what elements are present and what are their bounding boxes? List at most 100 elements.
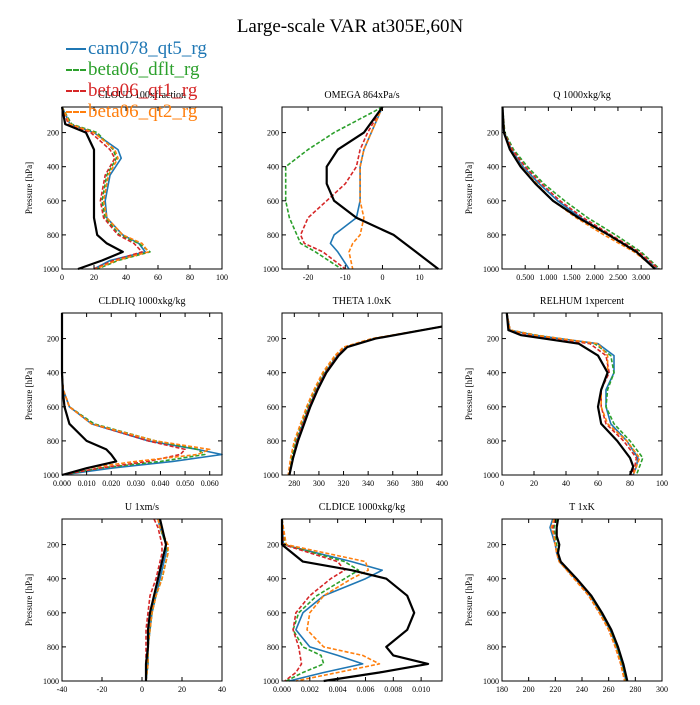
series-line (61, 106, 151, 270)
plot-frame (61, 312, 223, 476)
x-tick-label: 300 (656, 685, 668, 694)
y-tick-label: 400 (487, 575, 499, 584)
x-tick-label: 100 (216, 273, 228, 282)
y-tick-label: 600 (487, 197, 499, 206)
series-line (506, 312, 641, 476)
x-tick-label: 220 (549, 685, 561, 694)
y-tick-label: 400 (267, 163, 279, 172)
panel-title: T 1xK (569, 502, 595, 513)
y-tick-label: 800 (47, 643, 59, 652)
y-tick-label: 800 (487, 643, 499, 652)
series-line (501, 106, 657, 270)
series-line (61, 313, 186, 476)
x-tick-label: 20 (530, 479, 538, 488)
x-tick-label: -20 (97, 685, 108, 694)
series-line (501, 106, 660, 270)
series-line (553, 518, 627, 682)
panel-title: RELHUM 1xpercent (540, 296, 624, 307)
panel-title: CLDICE 1000xkg/kg (319, 502, 405, 513)
x-tick-label: 340 (362, 479, 374, 488)
y-axis-label: Pressure [hPa] (24, 368, 34, 420)
y-tick-label: 800 (487, 437, 499, 446)
y-tick-label: 600 (267, 197, 279, 206)
y-tick-label: 800 (267, 231, 279, 240)
legend-item: beta06_qt1_rg (66, 80, 207, 101)
series-line-ref (288, 325, 443, 476)
legend-label: beta06_qt2_rg (88, 101, 198, 122)
series-line (551, 518, 626, 682)
y-tick-label: 1000 (263, 471, 279, 480)
series-line (501, 106, 661, 270)
x-tick-label: 0.008 (384, 685, 402, 694)
x-tick-label: 320 (338, 479, 350, 488)
y-tick-label: 200 (487, 129, 499, 138)
x-tick-label: 10 (416, 273, 424, 282)
y-tick-label: 400 (487, 369, 499, 378)
legend-label: beta06_qt1_rg (88, 80, 198, 101)
series-line (145, 518, 163, 681)
y-axis-label: Pressure [hPa] (464, 162, 474, 214)
panel-title: Q 1000xkg/kg (553, 90, 611, 101)
x-tick-label: -10 (340, 273, 351, 282)
x-tick-label: 0 (500, 479, 504, 488)
x-tick-label: 0.060 (201, 479, 219, 488)
panel-title: U 1xm/s (125, 502, 159, 513)
y-tick-label: 600 (487, 403, 499, 412)
y-tick-label: 1000 (43, 471, 59, 480)
x-tick-label: 0 (380, 273, 384, 282)
x-tick-label: 40 (122, 273, 130, 282)
plot-frame (61, 106, 223, 270)
x-tick-label: 40 (218, 685, 226, 694)
y-axis-label: Pressure [hPa] (24, 162, 34, 214)
y-tick-label: 800 (267, 437, 279, 446)
series-line-ref (280, 519, 430, 683)
x-tick-label: 400 (436, 479, 448, 488)
y-tick-label: 1000 (263, 677, 279, 686)
legend-label: cam078_qt5_rg (88, 38, 207, 59)
legend-label: beta06_dflt_rg (88, 59, 200, 80)
y-tick-label: 400 (267, 575, 279, 584)
x-tick-label: 200 (523, 685, 535, 694)
x-tick-label: 80 (626, 479, 634, 488)
chart-panel: 200 400 600 800 1000 280 300 320 340 360 380 400 THE… (263, 296, 448, 488)
plot-frame (281, 312, 443, 476)
series-line (348, 106, 384, 270)
x-tick-label: 2.500 (609, 273, 627, 282)
x-tick-label: 0.010 (412, 685, 430, 694)
x-tick-label: 0.050 (176, 479, 194, 488)
x-tick-label: 0.000 (53, 479, 71, 488)
series-line (61, 313, 223, 476)
x-tick-label: 100 (656, 479, 668, 488)
series-line-ref (60, 313, 118, 477)
plot-frame (501, 106, 663, 270)
legend-item: beta06_dflt_rg (66, 59, 207, 80)
y-tick-label: 600 (267, 403, 279, 412)
y-tick-label: 600 (47, 197, 59, 206)
x-tick-label: 360 (387, 479, 399, 488)
y-tick-label: 400 (47, 163, 59, 172)
y-axis-label: Pressure [hPa] (464, 574, 474, 626)
y-tick-label: 600 (487, 609, 499, 618)
series-line-ref (325, 106, 439, 270)
y-tick-label: 600 (47, 403, 59, 412)
series-line-ref (60, 106, 124, 271)
y-tick-label: 400 (487, 163, 499, 172)
plot-frame (281, 518, 443, 682)
x-tick-label: 0.500 (516, 273, 534, 282)
y-tick-label: 200 (47, 129, 59, 138)
y-tick-label: 400 (47, 369, 59, 378)
series-line (284, 106, 383, 270)
legend: cam078_qt5_rg beta06_dflt_rg beta06_qt1_rg… (66, 38, 207, 122)
x-tick-label: 60 (154, 273, 162, 282)
legend-swatch (66, 89, 86, 92)
series-line (506, 312, 644, 476)
x-tick-label: 3.000 (632, 273, 650, 282)
x-tick-label: 20 (90, 273, 98, 282)
x-tick-label: 80 (186, 273, 194, 282)
x-tick-label: 0.020 (102, 479, 120, 488)
series-line (61, 106, 150, 270)
